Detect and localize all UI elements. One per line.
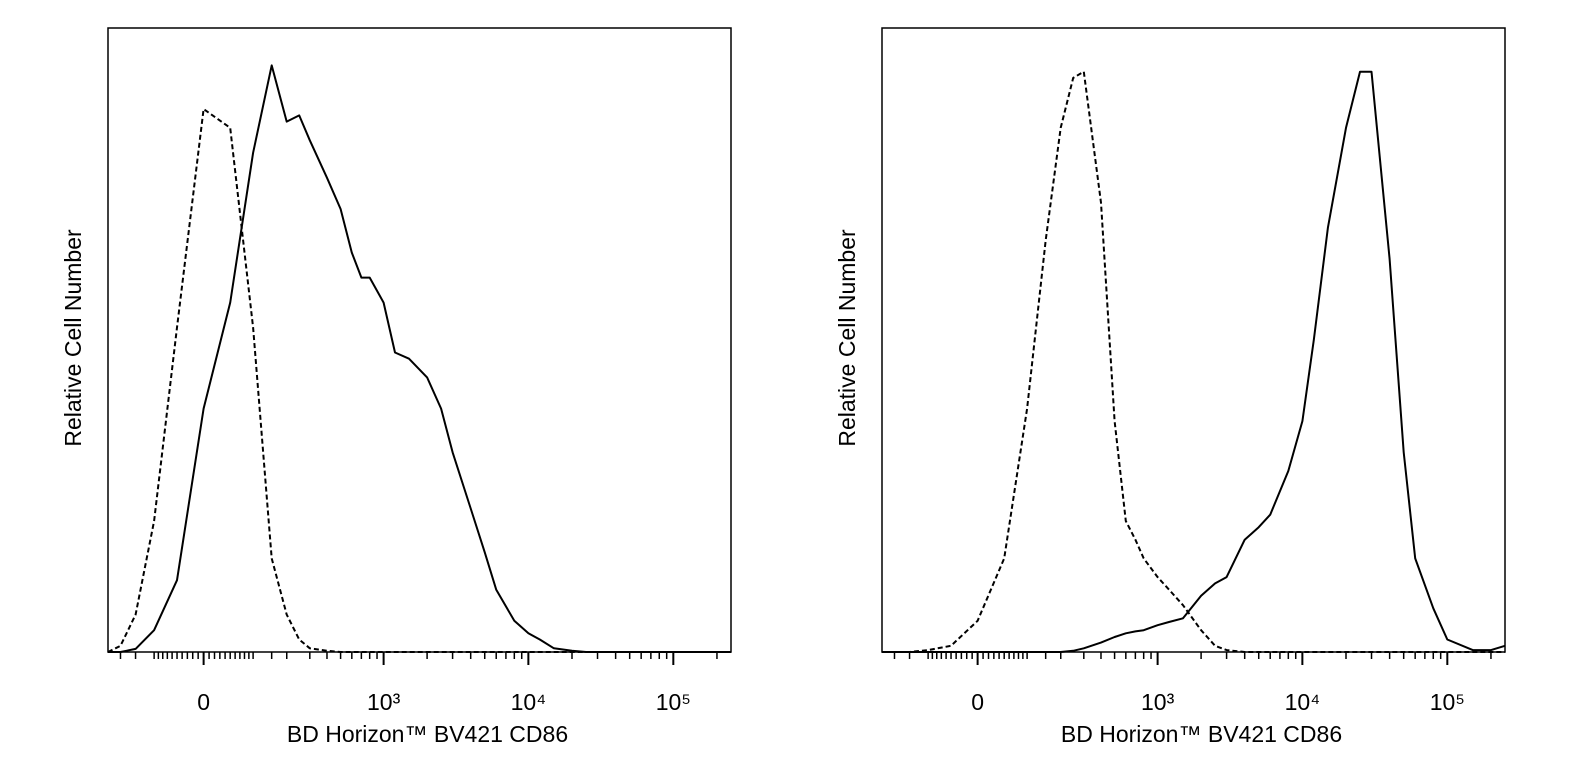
x-tick-label: 10³ — [367, 689, 401, 715]
x-axis-label: BD Horizon™ BV421 CD86 — [1061, 721, 1342, 747]
x-tick-label: 0 — [197, 689, 210, 715]
histogram-line — [107, 108, 731, 653]
x-tick-label: 10⁴ — [511, 689, 546, 715]
histogram-line — [882, 70, 1506, 653]
y-axis-label: Relative Cell Number — [60, 229, 86, 447]
x-tick-label: 10³ — [1141, 689, 1175, 715]
histogram-line — [882, 70, 1505, 653]
y-axis-label: Relative Cell Number — [834, 229, 860, 447]
x-tick-label: 10⁵ — [656, 689, 691, 715]
x-tick-label: 0 — [971, 689, 984, 715]
x-tick-label: 10⁴ — [1285, 689, 1320, 715]
plot-frame — [881, 27, 1506, 653]
x-axis-label: BD Horizon™ BV421 CD86 — [287, 721, 568, 747]
histogram-line — [108, 64, 731, 653]
x-tick-label: 10⁵ — [1430, 689, 1465, 715]
